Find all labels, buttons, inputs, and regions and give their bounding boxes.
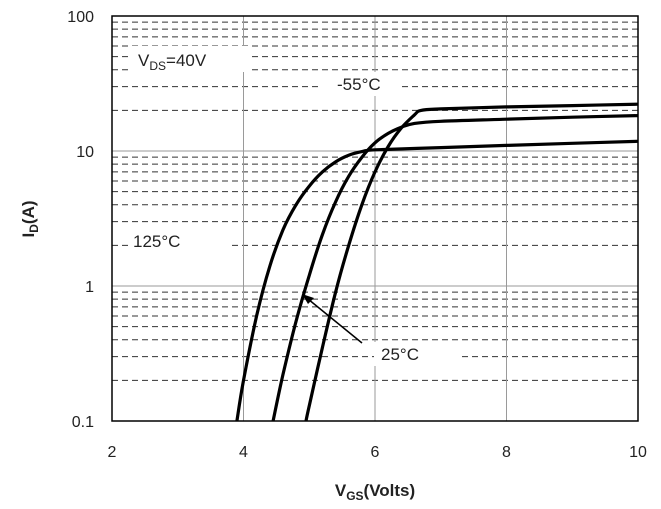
y-tick-label: 1 <box>85 279 94 296</box>
125-label-bg <box>128 229 232 253</box>
y-tick-label: 0.1 <box>72 414 94 431</box>
x-axis-title: VGS(Volts) <box>335 481 415 503</box>
y-tick-labels: 0.1 1 10 100 <box>67 9 94 431</box>
x-tick-label: 10 <box>629 444 647 461</box>
x-tick-label: 2 <box>108 444 117 461</box>
y-axis-title: ID(A) <box>19 200 41 237</box>
25-pointer-arrow <box>302 294 363 344</box>
x-tick-label: 8 <box>502 444 511 461</box>
25-label-bg <box>374 342 460 366</box>
vds-label-bg <box>130 46 248 72</box>
25-annotation: 25°C <box>381 345 419 364</box>
x-tick-label: 6 <box>371 444 380 461</box>
125-annotation: 125°C <box>133 232 180 251</box>
minus55-annotation: -55°C <box>337 75 381 94</box>
x-tick-labels: 2 4 6 8 10 <box>108 444 647 461</box>
series-line <box>235 139 639 422</box>
y-tick-label: 10 <box>76 144 94 161</box>
x-tick-label: 4 <box>239 444 248 461</box>
series-line <box>304 102 639 422</box>
y-tick-label: 100 <box>67 9 94 26</box>
minus55-label-bg <box>320 72 400 96</box>
plot-frame <box>111 15 639 422</box>
vds-annotation: VDS=40V <box>138 51 207 73</box>
